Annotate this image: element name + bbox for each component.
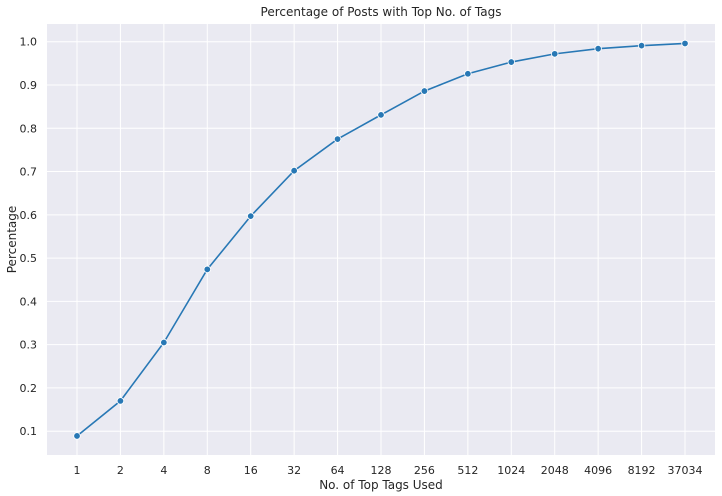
y-tick-label: 0.7 [20,166,38,179]
data-point [551,50,559,58]
data-point [377,111,385,119]
x-tick-label: 4 [160,464,167,477]
x-tick-label: 1 [74,464,81,477]
y-tick-label: 0.6 [20,209,38,222]
x-tick-label: 4096 [584,464,612,477]
y-tick-label: 0.8 [20,122,38,135]
data-point [681,39,689,48]
y-axis-ticks: 0.1 0.2 0.3 0.4 0.5 0.6 0.7 0.8 0.9 1.0 [20,36,38,438]
data-point [290,166,298,175]
data-point [594,44,602,53]
y-tick-label: 0.3 [20,339,38,352]
y-tick-label: 0.9 [20,79,38,92]
y-axis-title: Percentage [5,206,19,274]
y-tick-label: 0.2 [20,382,38,395]
x-tick-label: 256 [414,464,435,477]
x-tick-label: 512 [457,464,478,477]
x-axis-ticks: 1 2 4 8 16 32 64 128 256 512 1024 2048 4096 8192 37034 [74,464,703,477]
grid-lines [47,24,715,455]
data-point [73,432,81,440]
x-tick-label: 64 [331,464,345,477]
chart-title: Percentage of Posts with Top No. of Tags [261,5,502,19]
data-point [116,397,125,405]
data-point [507,58,515,66]
data-points [73,39,689,440]
y-tick-label: 0.4 [20,295,38,308]
x-tick-label: 32 [287,464,301,477]
data-point [160,338,168,347]
data-point [637,41,646,50]
x-tick-label: 1024 [497,464,525,477]
data-point [203,265,211,274]
x-tick-label: 128 [371,464,392,477]
x-tick-label: 2 [117,464,124,477]
x-tick-label: 2048 [541,464,569,477]
y-tick-label: 0.1 [20,425,38,438]
y-tick-label: 1.0 [20,36,38,49]
x-tick-label: 8 [204,464,211,477]
x-tick-label: 16 [244,464,258,477]
data-point [247,212,255,220]
y-tick-label: 0.5 [20,252,38,265]
data-point [333,135,342,143]
data-point [420,87,429,95]
data-point [464,70,472,78]
x-tick-label: 8192 [628,464,656,477]
x-axis-title: No. of Top Tags Used [319,478,443,492]
x-tick-label: 37034 [668,464,703,477]
